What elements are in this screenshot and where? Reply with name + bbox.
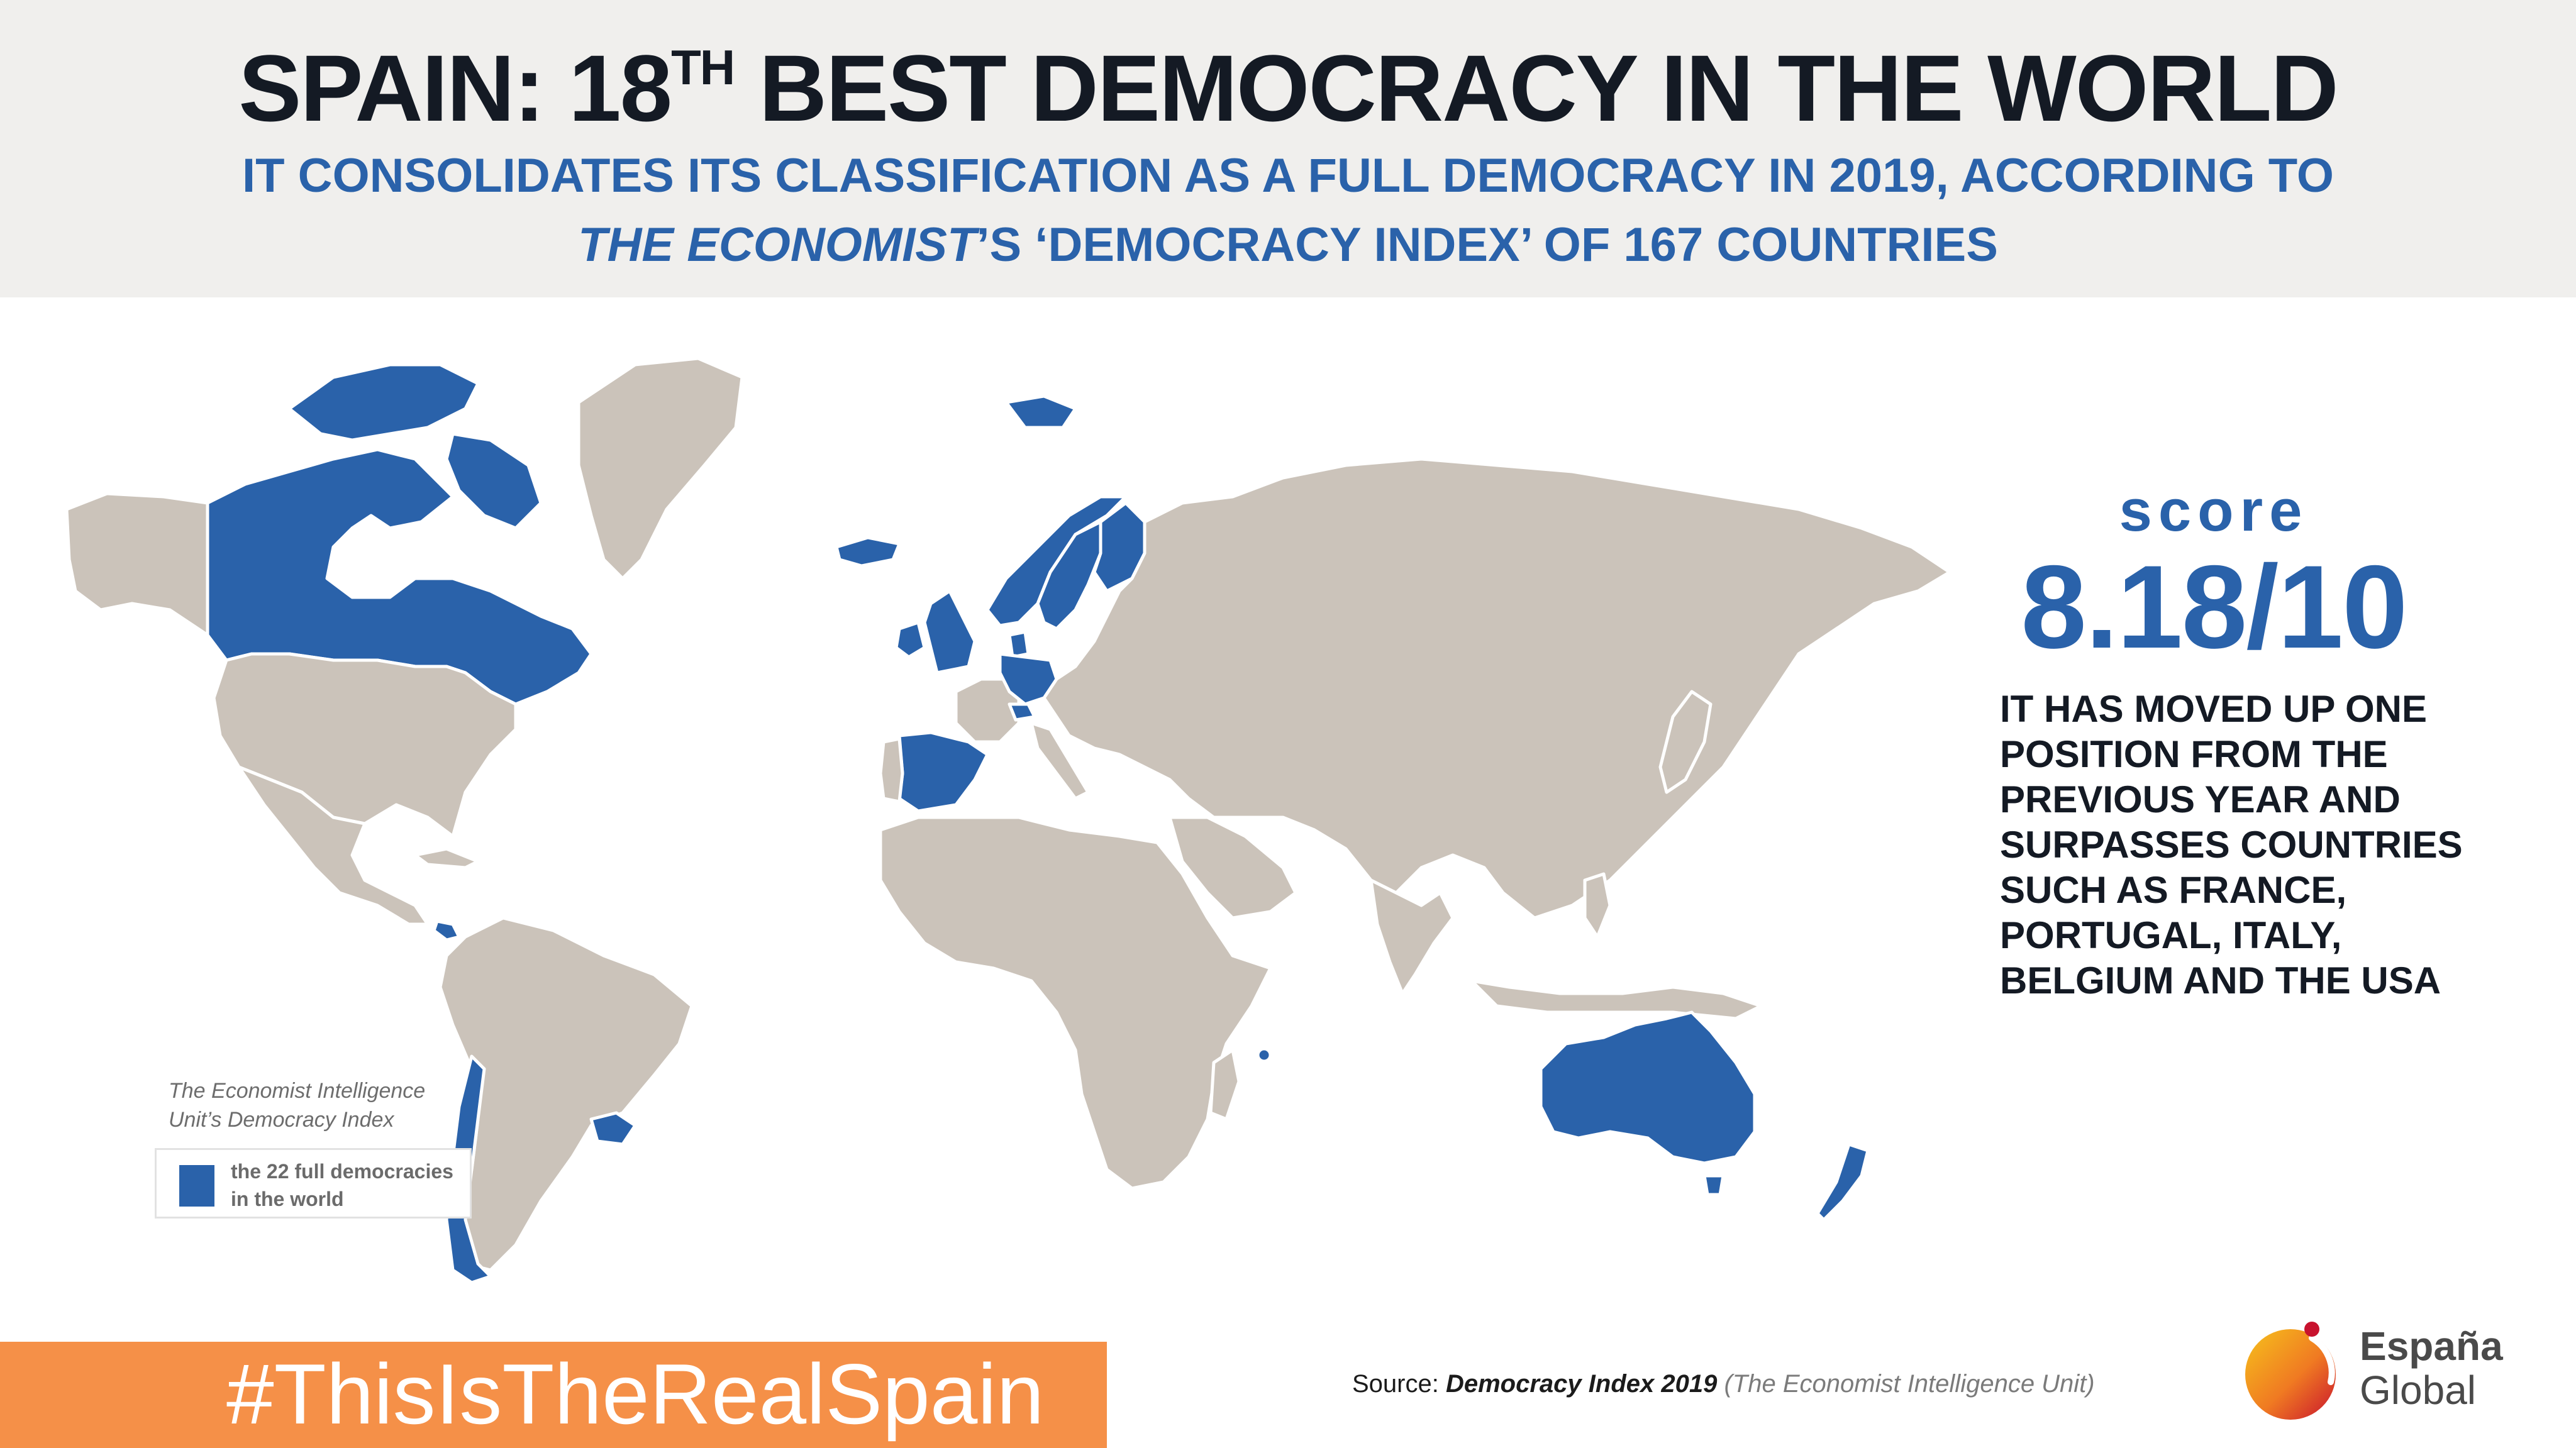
- hashtag-text: #ThisIsTheRealSpain: [226, 1346, 1045, 1442]
- espana-global-logo-icon: [2245, 1322, 2336, 1420]
- hashtag-banner: [0, 1342, 1107, 1448]
- map-italy: [1030, 721, 1090, 800]
- map-mexico: [237, 765, 430, 926]
- map-alaska: [65, 492, 209, 637]
- map-new-zealand: [1816, 1142, 1870, 1222]
- source-org: (The Economist Intelligence Unit): [1724, 1370, 2095, 1398]
- description-line: POSITION FROM THE: [2000, 733, 2388, 775]
- page-subtitle: IT CONSOLIDATES ITS CLASSIFICATION AS A …: [0, 141, 2576, 280]
- map-madagascar: [1209, 1048, 1241, 1121]
- map-usa: [212, 652, 518, 838]
- map-japan: [1658, 690, 1713, 794]
- map-spain: [897, 731, 989, 813]
- score-value: 8.18/10: [2021, 541, 2407, 673]
- map-australia: [1539, 1010, 1757, 1165]
- legend-swatch: [179, 1165, 214, 1207]
- page-title: SPAIN: 18TH BEST DEMOCRACY IN THE WORLD: [238, 35, 2338, 141]
- map-united-kingdom: [923, 589, 977, 675]
- map-india: [1369, 878, 1455, 995]
- map-france: [954, 677, 1021, 744]
- map-mauritius: [1256, 1047, 1272, 1063]
- map-baffin-island: [445, 432, 543, 530]
- title-ordinal-suffix: TH: [671, 40, 735, 95]
- map-legend: the 22 full democracies in the world: [155, 1148, 472, 1219]
- map-portugal: [879, 737, 904, 804]
- map-tasmania: [1702, 1174, 1725, 1197]
- subtitle-line-1: IT CONSOLIDATES ITS CLASSIFICATION AS A …: [242, 149, 2334, 202]
- description-line: SUCH AS FRANCE,: [2000, 869, 2347, 911]
- score-description: IT HAS MOVED UP ONE POSITION FROM THE PR…: [2000, 687, 2528, 1003]
- map-netherlands-germany: [998, 652, 1058, 706]
- map-south-america: [438, 916, 694, 1272]
- score-label: score: [2119, 477, 2309, 543]
- map-svalbard: [1004, 394, 1077, 429]
- world-map: [65, 356, 1951, 1285]
- map-iceland: [835, 536, 901, 568]
- subtitle-line-2: THE ECONOMIST’S ‘DEMOCRACY INDEX’ OF 167…: [578, 218, 1998, 272]
- description-line: BELGIUM AND THE USA: [2000, 959, 2441, 1002]
- map-canada-arctic-islands: [287, 363, 480, 442]
- map-uruguay: [589, 1111, 637, 1146]
- map-ireland: [894, 621, 926, 659]
- description-line: PREVIOUS YEAR AND: [2000, 778, 2401, 821]
- legend-label: the 22 full democracies in the world: [231, 1160, 453, 1210]
- map-philippines: [1583, 872, 1612, 939]
- source-citation: Source: Democracy Index 2019 (The Econom…: [1352, 1370, 2095, 1398]
- map-indonesia: [1470, 979, 1763, 1020]
- map-costa-rica: [432, 919, 461, 942]
- description-line: SURPASSES COUNTRIES: [2000, 824, 2463, 866]
- legend-caption: The Economist Intelligence Unit’s Democr…: [169, 1079, 426, 1132]
- map-africa: [879, 815, 1272, 1190]
- map-switzerland: [1008, 702, 1036, 722]
- map-arabia: [1168, 815, 1297, 920]
- map-eurasia: [1042, 457, 1951, 920]
- header-banner: SPAIN: 18TH BEST DEMOCRACY IN THE WORLD …: [0, 0, 2576, 297]
- description-line: PORTUGAL, ITALY,: [2000, 914, 2342, 956]
- map-cuba: [413, 847, 480, 870]
- description-line: IT HAS MOVED UP ONE: [2000, 688, 2427, 730]
- logo-wordmark: España Global: [2360, 1324, 2503, 1413]
- map-denmark: [1008, 630, 1030, 659]
- map-greenland: [577, 356, 744, 580]
- source-title: Democracy Index 2019: [1445, 1370, 1718, 1398]
